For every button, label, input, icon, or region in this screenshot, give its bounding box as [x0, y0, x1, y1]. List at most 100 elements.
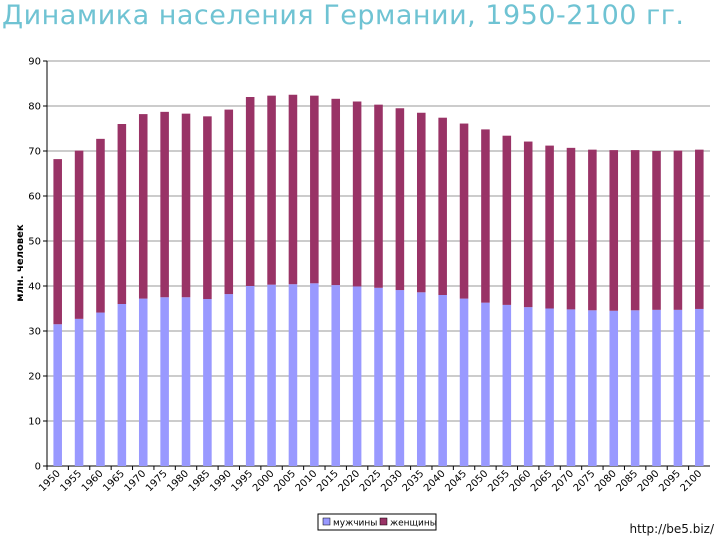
bar-women-1960 — [96, 138, 105, 313]
legend: мужчины женщины — [317, 513, 437, 531]
bar-men-1980 — [181, 297, 191, 466]
bar-women-2015 — [331, 98, 341, 286]
x-tick-label: 2075 — [572, 468, 598, 494]
bar-women-1985 — [203, 116, 212, 300]
bar-men-1960 — [96, 312, 105, 466]
x-tick-label: 1960 — [80, 468, 106, 494]
x-tick-label: 2020 — [336, 468, 362, 494]
bar-women-1995 — [245, 97, 255, 286]
bar-women-2090 — [652, 151, 661, 310]
x-tick-label: 1955 — [58, 468, 84, 494]
y-axis-label: млн. человек — [15, 224, 26, 302]
bar-women-2010 — [310, 95, 319, 284]
bar-women-1975 — [160, 111, 169, 298]
bar-women-2075 — [588, 149, 597, 311]
x-tick-label: 2100 — [679, 468, 705, 494]
x-tick-label: 2060 — [508, 468, 534, 494]
x-tick-label: 2095 — [657, 468, 683, 494]
legend-swatch-женщины — [379, 517, 388, 526]
legend-label: мужчины — [333, 519, 377, 529]
bar-men-2080 — [609, 310, 619, 466]
bar-women-2050 — [481, 129, 490, 303]
bar-men-2015 — [331, 285, 341, 466]
bar-women-1980 — [181, 113, 191, 298]
bar-women-2000 — [267, 95, 276, 285]
y-tick-label: 20 — [28, 372, 41, 383]
x-tick-label: 2045 — [443, 468, 469, 494]
bar-men-2070 — [566, 309, 576, 466]
bar-women-2100 — [695, 149, 704, 309]
x-tick-label: 2015 — [315, 468, 341, 494]
y-tick-label: 70 — [28, 147, 41, 158]
bar-men-2025 — [374, 287, 383, 466]
bar-men-2050 — [481, 302, 490, 466]
x-tick-label: 2040 — [422, 468, 448, 494]
y-tick-label: 40 — [28, 282, 41, 293]
bar-men-2075 — [588, 310, 597, 466]
x-tick-label: 2050 — [465, 468, 491, 494]
bar-women-2030 — [395, 108, 405, 291]
bar-men-1975 — [160, 297, 169, 466]
bar-women-1965 — [117, 124, 127, 304]
x-tick-label: 2010 — [294, 468, 320, 494]
x-tick-label: 1965 — [101, 468, 127, 494]
bar-men-1950 — [53, 324, 62, 466]
bar-women-2005 — [288, 94, 298, 285]
y-tick-label: 30 — [28, 327, 41, 338]
bar-women-1990 — [224, 109, 234, 295]
bar-women-2080 — [609, 150, 619, 311]
slide-title: Динамика населения Германии, 1950-2100 г… — [2, 0, 685, 31]
bar-men-2030 — [395, 290, 405, 466]
y-tick-label: 0 — [35, 462, 41, 473]
bar-men-2060 — [523, 307, 533, 466]
bar-men-2090 — [652, 309, 661, 466]
y-tick-label: 80 — [28, 102, 41, 113]
bar-men-2065 — [545, 308, 554, 466]
bar-men-2055 — [502, 304, 512, 466]
bar-women-2040 — [438, 117, 447, 295]
bar-men-2085 — [630, 310, 640, 466]
x-tick-label: 2030 — [379, 468, 405, 494]
legend-box — [317, 513, 437, 531]
bar-women-1955 — [74, 150, 84, 319]
bar-men-2020 — [352, 286, 362, 466]
x-tick-label: 1990 — [208, 468, 234, 494]
bar-women-2060 — [523, 141, 533, 308]
bar-men-2035 — [416, 292, 426, 466]
bar-men-2005 — [288, 284, 298, 466]
x-tick-label: 1995 — [230, 468, 256, 494]
bar-women-2035 — [416, 112, 426, 293]
bar-women-2085 — [630, 150, 640, 311]
x-tick-label: 2005 — [272, 468, 298, 494]
x-tick-label: 2000 — [251, 468, 277, 494]
bar-women-2095 — [673, 150, 683, 310]
x-tick-label: 1975 — [144, 468, 170, 494]
bar-men-2040 — [438, 295, 447, 466]
x-tick-labels: 1950195519601965197019751980198519901995… — [37, 468, 704, 494]
bar-women-2045 — [459, 123, 469, 299]
x-tick-label: 2085 — [614, 468, 640, 494]
bar-men-2100 — [695, 308, 704, 466]
bars — [53, 94, 704, 466]
y-tick-label: 60 — [28, 192, 41, 203]
bar-women-1970 — [138, 114, 148, 299]
legend-label: женщины — [390, 519, 437, 529]
x-tick-label: 2090 — [636, 468, 662, 494]
y-tick-label: 50 — [28, 237, 41, 248]
bar-men-1995 — [245, 286, 255, 466]
bar-men-1965 — [117, 304, 127, 466]
y-tick-label: 90 — [28, 57, 41, 68]
x-tick-label: 2065 — [529, 468, 555, 494]
bar-men-2000 — [267, 284, 276, 466]
bar-men-2045 — [459, 298, 469, 466]
bar-men-1955 — [74, 318, 84, 466]
source-url: http://be5.biz/ — [629, 522, 714, 536]
bar-men-1990 — [224, 294, 234, 466]
x-tick-label: 2025 — [358, 468, 384, 494]
bar-women-2055 — [502, 135, 512, 305]
x-tick-label: 1970 — [123, 468, 149, 494]
y-tick-labels: 0 10 20 30 40 50 60 70 80 90 — [28, 57, 41, 473]
x-tick-label: 2080 — [593, 468, 619, 494]
x-tick-label: 2070 — [550, 468, 576, 494]
